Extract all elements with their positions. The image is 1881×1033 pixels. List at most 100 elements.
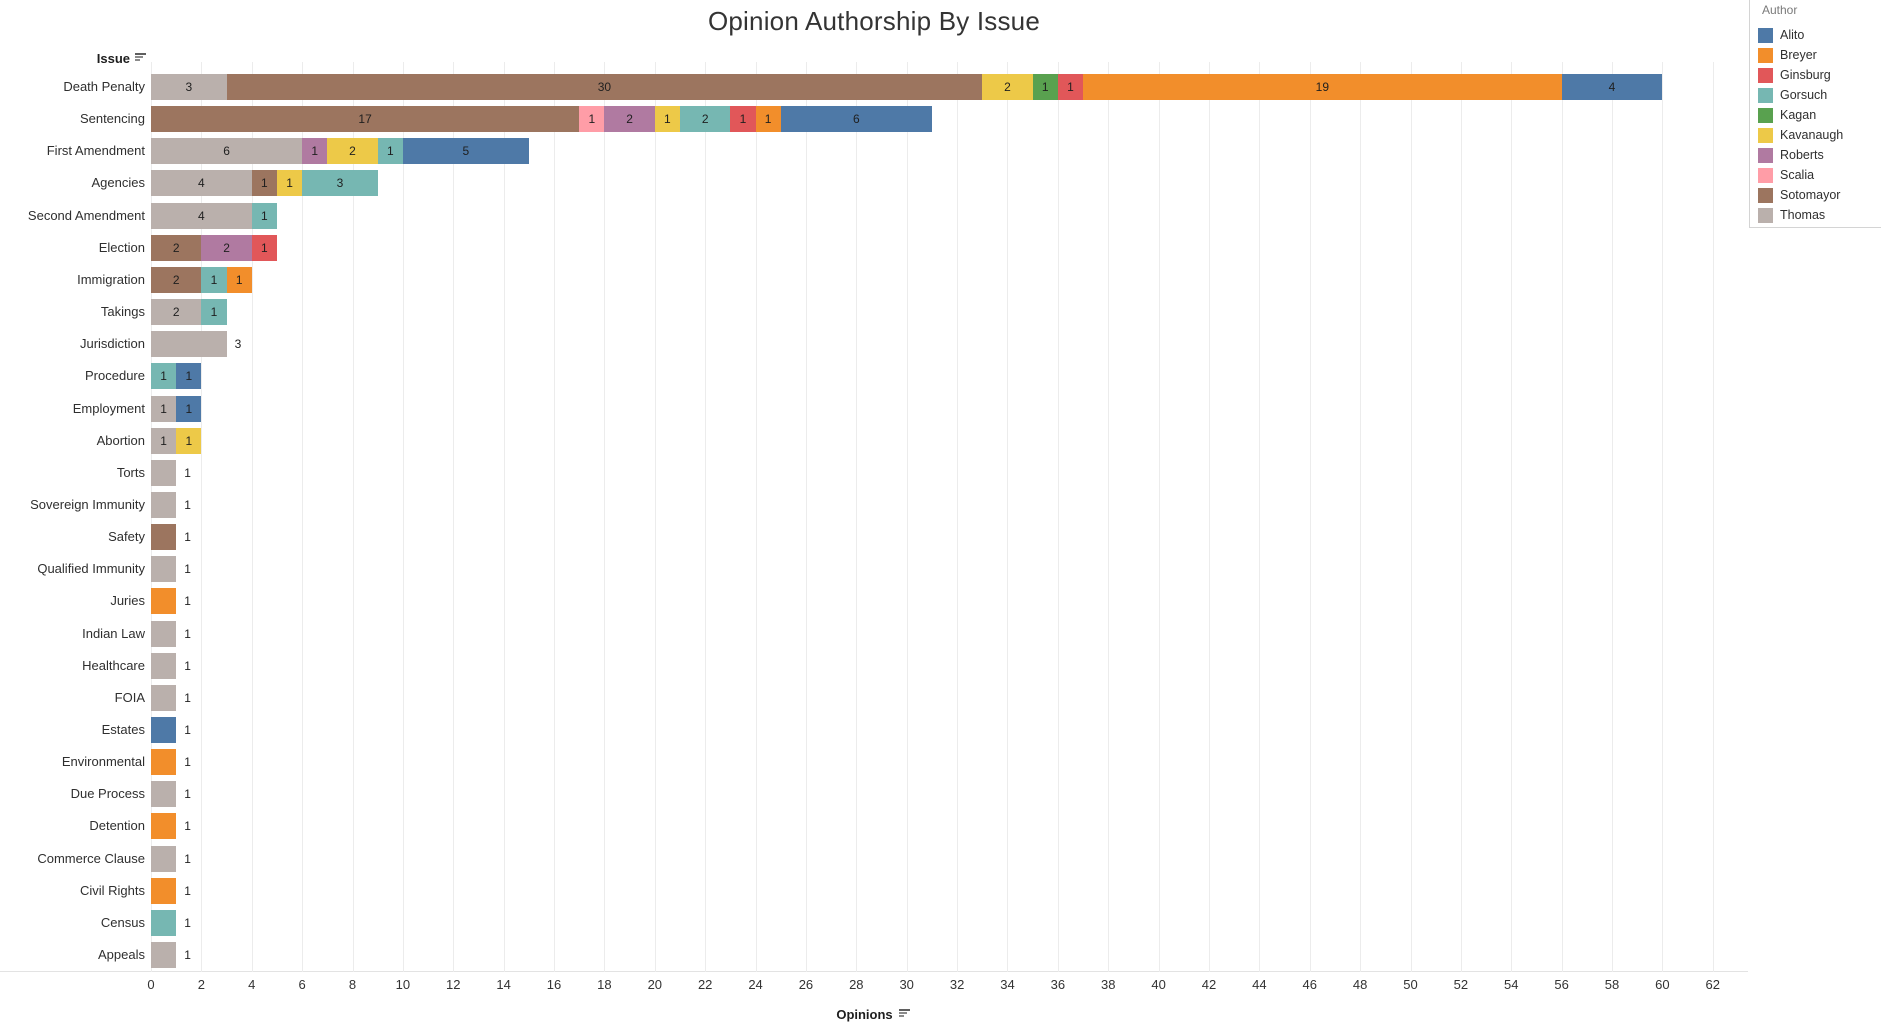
legend-item-scalia[interactable]: Scalia: [1758, 165, 1814, 185]
bar-segment-sotomayor[interactable]: 2: [151, 234, 202, 261]
bar-segment-kagan[interactable]: 1: [1032, 74, 1058, 100]
row-label-indian-law[interactable]: Indian Law: [82, 625, 145, 641]
row-label-agencies[interactable]: Agencies: [91, 175, 145, 191]
bar-segment-gorsuch[interactable]: 1: [377, 138, 403, 165]
legend-item-breyer[interactable]: Breyer: [1758, 45, 1817, 65]
row-label-employment[interactable]: Employment: [72, 400, 145, 416]
bar-segment-breyer[interactable]: [151, 877, 177, 904]
bar-segment-thomas[interactable]: [151, 684, 177, 711]
bar-segment-breyer[interactable]: [151, 813, 177, 840]
bar-segment-sotomayor[interactable]: 30: [226, 74, 983, 100]
bar-segment-gorsuch[interactable]: 1: [151, 363, 177, 390]
bar-segment-alito[interactable]: 1: [176, 395, 202, 422]
row-label-census[interactable]: Census: [100, 914, 145, 930]
row-label-immigration[interactable]: Immigration: [77, 271, 145, 287]
bar-segment-breyer[interactable]: 1: [755, 106, 781, 133]
bar-segment-thomas[interactable]: 4: [151, 202, 252, 229]
row-label-safety[interactable]: Safety: [108, 529, 145, 545]
bar-segment-kavanaugh[interactable]: 1: [276, 170, 303, 197]
bar-value-label: 4: [198, 208, 205, 223]
bar-segment-thomas[interactable]: [151, 652, 177, 679]
bar-segment-thomas[interactable]: 4: [151, 170, 252, 197]
bar-segment-breyer[interactable]: 19: [1083, 74, 1562, 100]
legend-item-alito[interactable]: Alito: [1758, 25, 1804, 45]
legend-item-thomas[interactable]: Thomas: [1758, 205, 1825, 225]
row-label-appeals[interactable]: Appeals: [98, 947, 145, 963]
bar-segment-roberts[interactable]: 2: [201, 234, 252, 261]
bar-segment-thomas[interactable]: 1: [151, 427, 177, 454]
bar-segment-alito[interactable]: 6: [780, 106, 932, 133]
bar-segment-breyer[interactable]: [151, 749, 177, 776]
bar-segment-sotomayor[interactable]: 2: [151, 266, 202, 293]
row-label-sentencing[interactable]: Sentencing: [79, 111, 145, 127]
bar-segment-thomas[interactable]: [151, 620, 177, 647]
row-label-second-amendment[interactable]: Second Amendment: [27, 207, 145, 223]
row-label-due-process[interactable]: Due Process: [70, 786, 145, 802]
row-label-jurisdiction[interactable]: Jurisdiction: [79, 336, 145, 352]
bar-segment-thomas[interactable]: 1: [151, 395, 177, 422]
row-label-abortion[interactable]: Abortion: [96, 432, 145, 448]
row-label-foia[interactable]: FOIA: [114, 689, 145, 705]
bar-segment-thomas[interactable]: [151, 942, 177, 969]
bar-segment-breyer[interactable]: 1: [226, 266, 252, 293]
sort-icon[interactable]: [898, 1009, 912, 1020]
issue-axis-header[interactable]: Issue: [0, 51, 148, 66]
bar-segment-thomas[interactable]: [151, 781, 177, 808]
row-label-civil-rights[interactable]: Civil Rights: [79, 882, 145, 898]
row-label-commerce-clause[interactable]: Commerce Clause: [37, 850, 145, 866]
legend-item-gorsuch[interactable]: Gorsuch: [1758, 85, 1827, 105]
bar-segment-thomas[interactable]: 6: [151, 138, 303, 165]
row-label-sovereign-immunity[interactable]: Sovereign Immunity: [30, 496, 145, 512]
legend-item-kavanaugh[interactable]: Kavanaugh: [1758, 125, 1843, 145]
bar-segment-roberts[interactable]: 1: [302, 138, 328, 165]
bar-segment-gorsuch[interactable]: 2: [679, 106, 731, 133]
bar-segment-thomas[interactable]: [151, 459, 177, 486]
bar-segment-alito[interactable]: [151, 717, 177, 743]
bar-segment-thomas[interactable]: 2: [151, 299, 202, 326]
row-label-qualified-immunity[interactable]: Qualified Immunity: [37, 561, 145, 577]
bar-segment-roberts[interactable]: 2: [604, 106, 655, 133]
row-label-torts[interactable]: Torts: [116, 464, 145, 480]
sort-icon[interactable]: [135, 53, 148, 64]
bar-segment-kavanaugh[interactable]: 1: [176, 427, 202, 454]
bar-segment-sotomayor[interactable]: 1: [251, 170, 277, 197]
bar-segment-kavanaugh[interactable]: 2: [327, 138, 378, 165]
legend-item-ginsburg[interactable]: Ginsburg: [1758, 65, 1831, 85]
row-label-election[interactable]: Election: [98, 239, 145, 255]
row-label-procedure[interactable]: Procedure: [85, 368, 145, 384]
x-axis-title[interactable]: Opinions: [0, 1007, 1748, 1022]
bar-segment-alito[interactable]: 4: [1561, 74, 1663, 100]
bar-segment-gorsuch[interactable]: 1: [251, 202, 277, 229]
bar-segment-ginsburg[interactable]: 1: [1057, 74, 1084, 100]
bar-segment-sotomayor[interactable]: [151, 524, 177, 551]
bar-segment-alito[interactable]: 1: [176, 363, 202, 390]
bar-segment-gorsuch[interactable]: 3: [302, 170, 378, 197]
bar-segment-thomas[interactable]: [151, 331, 227, 358]
row-label-estates[interactable]: Estates: [101, 722, 145, 737]
bar-segment-sotomayor[interactable]: 17: [151, 106, 580, 133]
bar-segment-ginsburg[interactable]: 1: [730, 106, 756, 133]
row-label-death-penalty[interactable]: Death Penalty: [63, 79, 145, 94]
row-label-environmental[interactable]: Environmental: [61, 754, 145, 770]
bar-segment-thomas[interactable]: [151, 845, 177, 872]
bar-segment-thomas[interactable]: [151, 556, 177, 583]
bar-segment-gorsuch[interactable]: [151, 909, 177, 936]
bar-segment-kavanaugh[interactable]: 2: [982, 74, 1033, 100]
row-label-juries[interactable]: Juries: [110, 593, 145, 609]
bar-segment-scalia[interactable]: 1: [579, 106, 605, 133]
bar-segment-thomas[interactable]: 3: [151, 74, 227, 100]
bar-segment-kavanaugh[interactable]: 1: [654, 106, 680, 133]
row-label-detention[interactable]: Detention: [89, 818, 145, 834]
legend-item-kagan[interactable]: Kagan: [1758, 105, 1816, 125]
bar-segment-gorsuch[interactable]: 1: [201, 266, 227, 293]
bar-segment-alito[interactable]: 5: [402, 138, 529, 165]
row-label-healthcare[interactable]: Healthcare: [82, 657, 145, 673]
bar-segment-breyer[interactable]: [151, 588, 177, 615]
legend-item-roberts[interactable]: Roberts: [1758, 145, 1824, 165]
bar-segment-gorsuch[interactable]: 1: [201, 299, 227, 326]
row-label-first-amendment[interactable]: First Amendment: [46, 143, 145, 159]
row-label-takings[interactable]: Takings: [100, 304, 145, 320]
legend-item-sotomayor[interactable]: Sotomayor: [1758, 185, 1840, 205]
bar-segment-ginsburg[interactable]: 1: [251, 234, 277, 261]
bar-segment-thomas[interactable]: [151, 491, 177, 518]
